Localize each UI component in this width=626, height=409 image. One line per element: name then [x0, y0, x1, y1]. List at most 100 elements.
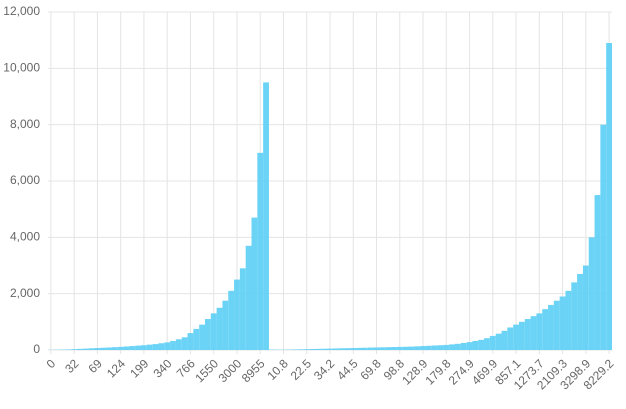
bar	[559, 296, 566, 350]
bar	[495, 333, 502, 350]
y-tick-label: 0	[33, 342, 40, 356]
x-tick-label: 274.9	[446, 356, 477, 387]
bar	[600, 124, 607, 351]
bar	[94, 348, 101, 350]
bar	[65, 349, 72, 350]
bar	[431, 345, 438, 350]
bar	[228, 290, 235, 350]
bar	[292, 349, 299, 350]
x-tick-label: 469.9	[469, 356, 500, 387]
x-tick-label: 128.9	[399, 356, 430, 387]
x-tick-label: 32	[62, 356, 82, 376]
bar	[588, 237, 595, 350]
bar	[146, 344, 153, 350]
bar	[175, 339, 182, 350]
bar	[594, 195, 601, 350]
bar	[548, 304, 554, 350]
bar	[135, 345, 142, 350]
bar	[216, 307, 223, 350]
bar	[484, 338, 490, 350]
bar	[234, 279, 240, 350]
bar	[204, 319, 211, 350]
bar	[420, 346, 426, 350]
bar	[367, 347, 374, 350]
bar	[542, 309, 549, 350]
bar	[524, 319, 531, 350]
bar	[606, 42, 612, 350]
bar	[170, 340, 176, 350]
bar	[106, 347, 112, 350]
x-tick-label: 34.2	[311, 356, 338, 383]
bar	[187, 333, 194, 350]
bar	[414, 346, 421, 350]
bar	[77, 348, 83, 350]
x-tick-label: 69	[85, 356, 105, 376]
x-tick-label: 69.8	[357, 356, 384, 383]
bar	[251, 217, 258, 350]
bar	[571, 282, 578, 350]
y-tick-label: 2,000	[10, 286, 40, 300]
bar	[361, 347, 368, 350]
bar	[507, 327, 514, 350]
bar	[466, 342, 473, 350]
bar	[536, 313, 543, 350]
bar	[239, 268, 246, 350]
bar	[88, 348, 95, 350]
bar	[321, 348, 328, 350]
bar	[100, 347, 107, 350]
bar	[332, 348, 339, 350]
bar	[257, 152, 264, 350]
bar	[518, 321, 525, 350]
bar	[402, 346, 409, 350]
bar	[152, 344, 159, 350]
bar	[298, 349, 304, 350]
bar	[164, 342, 171, 350]
bar	[129, 346, 136, 350]
y-tick-label: 12,000	[3, 4, 40, 18]
x-tick-label: 44.5	[334, 356, 361, 383]
x-tick-label: 199	[127, 356, 151, 380]
bar	[425, 345, 432, 350]
bar	[443, 344, 450, 350]
bar	[199, 324, 205, 350]
bar	[582, 265, 589, 350]
bar	[408, 346, 415, 350]
bar	[489, 335, 496, 350]
bar	[385, 347, 392, 350]
y-tick-label: 6,000	[10, 173, 40, 187]
bar	[117, 346, 124, 350]
bar	[356, 347, 362, 350]
bar	[513, 324, 519, 350]
bar	[449, 344, 456, 350]
x-tick-label: 3000	[216, 356, 245, 385]
bar	[396, 346, 403, 350]
bar	[193, 328, 200, 350]
bar	[303, 349, 310, 350]
bar	[373, 347, 380, 350]
bar	[245, 245, 252, 350]
bar	[344, 348, 351, 350]
bar	[350, 348, 357, 350]
bar	[82, 348, 89, 350]
bar	[565, 290, 572, 350]
bar	[263, 82, 269, 351]
x-tick-label: 22.5	[288, 356, 315, 383]
x-tick-label: 124	[104, 356, 128, 380]
x-tick-label: 10.8	[264, 356, 291, 383]
bar	[309, 349, 316, 350]
bar	[338, 348, 345, 350]
bar	[379, 347, 386, 350]
bar	[327, 348, 333, 350]
x-tick-label: 8955	[239, 356, 268, 385]
bar	[111, 347, 118, 350]
x-tick-label: 179.8	[423, 356, 454, 387]
bar	[478, 339, 485, 350]
bar	[158, 343, 165, 350]
bar	[315, 348, 322, 350]
bar	[577, 273, 583, 350]
y-tick-label: 8,000	[10, 117, 40, 131]
bar	[472, 340, 479, 350]
x-tick-label: 0	[44, 356, 59, 371]
bar	[141, 345, 147, 350]
